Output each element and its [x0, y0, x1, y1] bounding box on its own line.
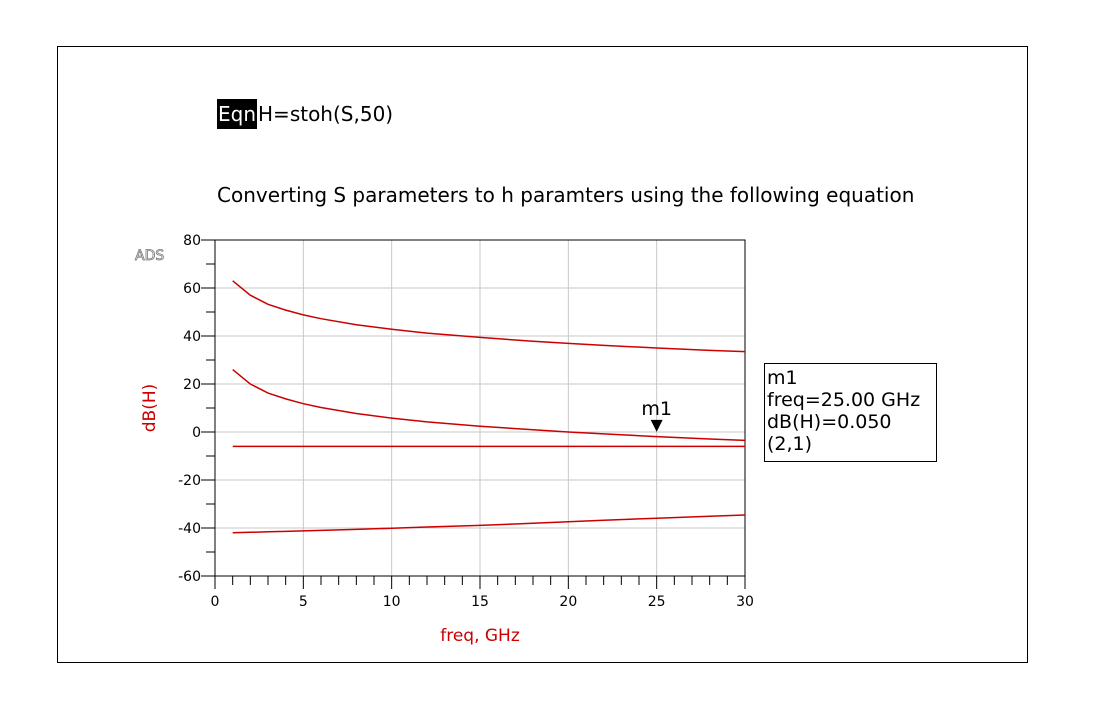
series-line-4	[232, 514, 746, 534]
series-group	[232, 280, 746, 534]
y-tick-label: 40	[183, 329, 201, 345]
chart-title: Converting S parameters to h paramters u…	[217, 183, 915, 207]
y-tick-label: -60	[178, 569, 201, 585]
y-tick-label: 20	[183, 377, 201, 393]
grid	[215, 240, 745, 576]
y-tick-label: 60	[183, 281, 201, 297]
x-tick-label: 25	[648, 594, 666, 610]
y-tick-label: -20	[178, 473, 201, 489]
plot-area-border	[214, 239, 746, 577]
axes: 0 5 10 15 20 25 30 80 60 40 20 0 -20 -40 -60	[178, 233, 754, 610]
y-tick-label: -40	[178, 521, 201, 537]
equation-text: H=stoh(S,50)	[258, 102, 394, 126]
marker-readout-index: (2,1)	[767, 433, 813, 455]
equation-line[interactable]: Eqn H=stoh(S,50)	[217, 99, 393, 129]
x-axis-label: freq, GHz	[440, 626, 520, 646]
x-tick-label: 5	[299, 594, 308, 610]
x-tick-label: 15	[471, 594, 489, 610]
y-tick-label: 0	[192, 425, 201, 441]
series-line-1	[232, 280, 746, 353]
y-tick-label: 80	[183, 233, 201, 249]
equation-tag: Eqn	[217, 99, 258, 129]
ads-watermark: ADS	[135, 248, 164, 264]
x-tick-label: 10	[383, 594, 401, 610]
marker-readout-value: dB(H)=0.050	[767, 411, 892, 433]
marker-group[interactable]: m1	[641, 398, 672, 432]
series-line-2	[232, 369, 746, 442]
plot-frame	[57, 46, 1028, 663]
x-tick-label: 0	[211, 594, 220, 610]
x-tick-label: 30	[736, 594, 754, 610]
marker-readout-freq: freq=25.00 GHz	[767, 389, 921, 411]
y-axis-label: dB(H)	[140, 384, 160, 433]
x-tick-label: 20	[559, 594, 577, 610]
marker-readout-name: m1	[767, 367, 798, 389]
marker-triangle-icon[interactable]	[650, 419, 663, 432]
marker-label: m1	[641, 398, 672, 420]
marker-readout[interactable]: m1 freq=25.00 GHz dB(H)=0.050 (2,1)	[764, 363, 937, 462]
